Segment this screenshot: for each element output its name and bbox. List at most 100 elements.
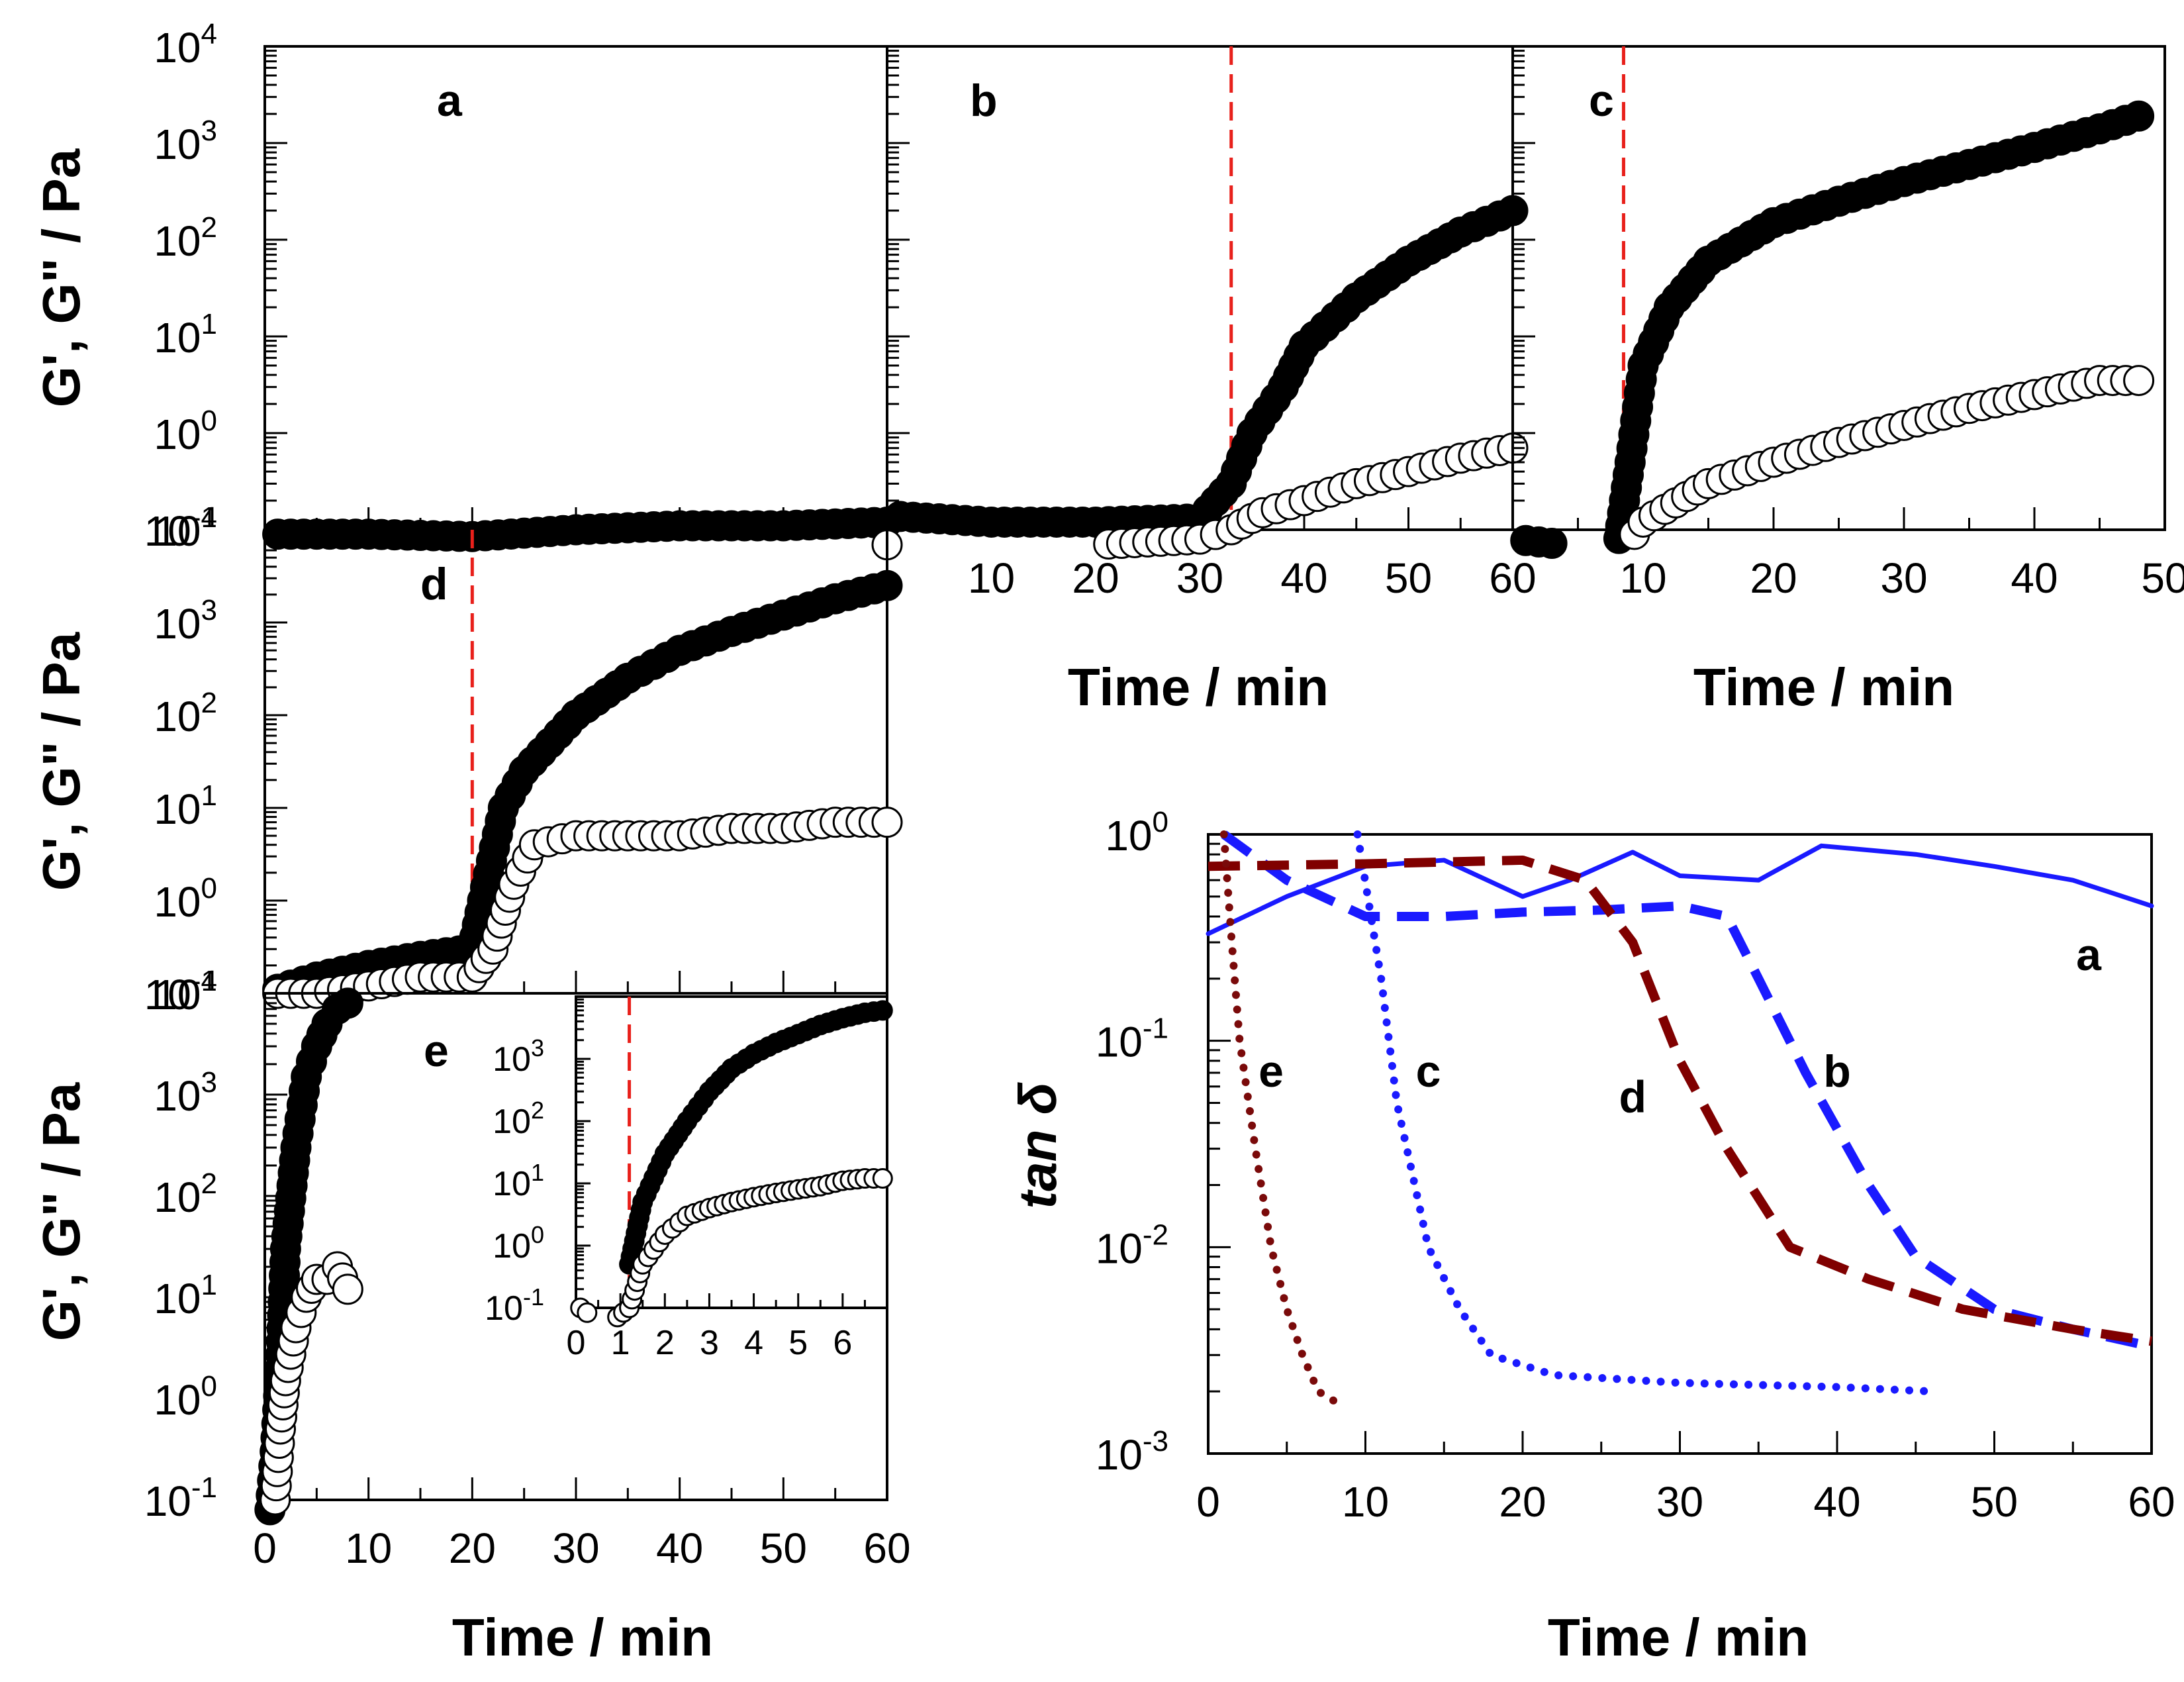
x-tick-label: 4	[744, 1324, 763, 1362]
x-axis-label-b: Time / min	[1068, 658, 1329, 717]
y-tick-label: 100	[154, 1370, 217, 1424]
y-axis-label-tan: tan δ	[1008, 1082, 1067, 1209]
tan-delta-line-a	[1206, 843, 2154, 936]
x-tick-label: 20	[449, 1524, 496, 1572]
y-tick-label: 102	[493, 1097, 544, 1141]
x-tick-label: 10	[345, 1524, 392, 1572]
data-point	[577, 1302, 598, 1323]
y-tick-label: 103	[154, 594, 217, 648]
series-g-double-prime	[570, 1168, 893, 1328]
series-label-b: b	[1823, 1046, 1851, 1097]
series-g-prime	[262, 569, 903, 1005]
series-g-double-prime	[262, 807, 903, 1009]
panel-tan-delta: 10-3 10-2 10-1 100 0 10 20 30 40 50 60 a b c d e	[1096, 806, 2175, 1526]
series-g-double-prime	[1093, 432, 1529, 560]
x-tick-label: 20	[1499, 1478, 1546, 1526]
x-tick-label: 30	[1880, 554, 1927, 602]
y-tick-label: 103	[493, 1034, 544, 1079]
tan-delta-line-e	[1219, 830, 1338, 1405]
x-tick-label: 50	[1971, 1478, 2018, 1526]
x-tick-label: 0	[1196, 1478, 1220, 1526]
x-tick-label: 60	[1489, 554, 1536, 602]
x-tick-label: 40	[656, 1524, 703, 1572]
y-tick-label: 10-3	[1096, 1425, 1168, 1479]
data-point	[2123, 365, 2155, 397]
series-g-double-prime	[260, 1251, 363, 1516]
y-tick-label: 10-1	[144, 501, 217, 555]
panel-label: b	[970, 75, 998, 126]
y-tick-label: 102	[154, 1167, 217, 1221]
plot-frame	[263, 45, 888, 531]
tan-delta-line-b	[1221, 830, 2153, 1352]
x-tick-label: 10	[968, 554, 1015, 602]
x-tick-label: 30	[1656, 1478, 1703, 1526]
series-label-e: e	[1258, 1046, 1284, 1097]
y-tick-label: 101	[154, 779, 217, 833]
series-label-a: a	[2076, 930, 2102, 980]
panel-label: e	[424, 1026, 449, 1076]
data-point	[332, 1273, 363, 1305]
y-tick-label: 103	[154, 115, 217, 168]
y-tick-label: 102	[154, 211, 217, 265]
panel-e-inset: 10-1 100 101 102 103 0 1 2 3 4 5 6	[485, 995, 893, 1362]
x-tick-label: 1	[611, 1324, 630, 1362]
x-tick-label: 40	[1813, 1478, 1860, 1526]
y-tick-label: 100	[154, 872, 217, 926]
panel-c: 10 20 30 40 50 c	[1510, 45, 2184, 602]
y-axis-label-middle: G', G" / Pa	[32, 632, 91, 891]
series-label-c: c	[1416, 1046, 1441, 1097]
y-tick-label: 103	[154, 1066, 217, 1120]
series-g-double-prime	[1619, 365, 2155, 550]
plot-frame	[1207, 833, 2153, 1455]
y-tick-label: 101	[154, 308, 217, 362]
x-axis-label-c: Time / min	[1693, 658, 1954, 717]
x-tick-label: 50	[1385, 554, 1432, 602]
y-tick-label: 100	[154, 405, 217, 458]
data-point	[1536, 527, 1568, 559]
x-tick-label: 30	[1176, 554, 1223, 602]
x-tick-label: 20	[1750, 554, 1797, 602]
y-tick-label: 10-1	[144, 965, 217, 1018]
series-g-prime	[619, 1000, 893, 1275]
panel-label: c	[1589, 75, 1614, 126]
tan-delta-line-c	[1353, 830, 1936, 1396]
y-tick-label: 104	[154, 18, 217, 72]
series-g-prime	[1510, 100, 2155, 559]
y-axis-label-top: G', G" / Pa	[32, 148, 91, 407]
data-point	[872, 1168, 893, 1189]
x-tick-label: 5	[788, 1324, 808, 1362]
x-tick-label: 30	[552, 1524, 599, 1572]
y-tick-label: 104	[154, 965, 217, 1018]
y-tick-label: 10-2	[1096, 1218, 1168, 1272]
y-tick-label: 104	[154, 501, 217, 555]
x-tick-label: 2	[655, 1324, 675, 1362]
x-tick-label: 6	[833, 1324, 852, 1362]
panel-label: d	[420, 559, 448, 609]
x-tick-label: 60	[863, 1524, 910, 1572]
y-tick-label: 10-1	[1096, 1013, 1168, 1066]
tan-delta-line-d	[1208, 855, 2153, 1346]
y-tick-label: 10-1	[485, 1283, 544, 1328]
x-tick-label: 0	[253, 1524, 277, 1572]
data-point	[871, 807, 903, 838]
data-point	[332, 987, 363, 1019]
x-tick-label: 40	[1280, 554, 1327, 602]
x-tick-label: 20	[1072, 554, 1119, 602]
y-tick-label: 100	[493, 1221, 544, 1265]
x-tick-label: 50	[2141, 554, 2184, 602]
x-tick-label: 0	[567, 1324, 586, 1362]
series-label-d: d	[1619, 1072, 1646, 1122]
series-g-prime	[884, 195, 1529, 538]
panel-b: 10 20 30 40 50 60 b	[884, 45, 1537, 602]
y-tick-label: 102	[154, 687, 217, 740]
data-point	[871, 569, 903, 601]
data-point	[872, 1000, 893, 1021]
y-tick-label: 101	[493, 1159, 544, 1203]
panel-d: 10-1 100 101 102 103 104 d	[144, 501, 903, 1018]
x-tick-label: 50	[760, 1524, 807, 1572]
y-tick-label: 100	[1105, 806, 1168, 860]
data-point	[2123, 100, 2155, 132]
panel-label: a	[437, 75, 463, 126]
x-tick-label: 10	[1342, 1478, 1389, 1526]
